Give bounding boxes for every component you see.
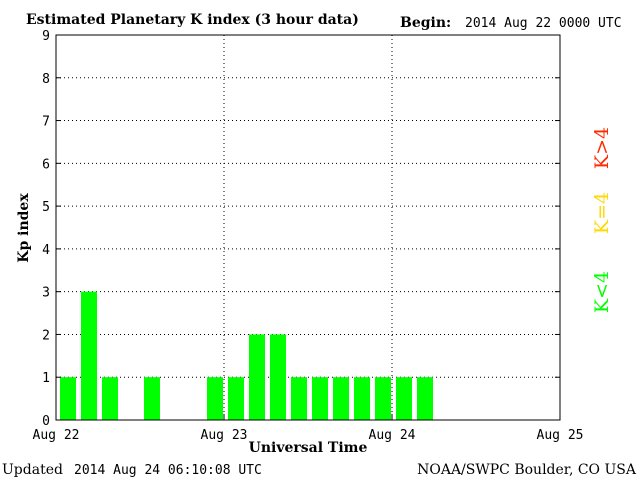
chart-title: Estimated Planetary K index (3 hour data… (26, 12, 359, 28)
legend-entry-k-below-4: K<4 (591, 271, 613, 313)
kp-bar (396, 377, 412, 420)
plot-frame (55, 34, 561, 421)
begin-label: Begin: (400, 15, 451, 31)
updated-value: 2014 Aug 24 06:10:08 UTC (74, 463, 262, 478)
legend: K<4 K=4 K>4 (591, 127, 613, 313)
kp-bar (207, 377, 223, 420)
kp-bar (354, 377, 370, 420)
y-tick-label: 0 (42, 414, 50, 429)
grid (56, 35, 560, 420)
y-tick-label: 9 (42, 29, 50, 44)
legend-entry-k-equal-4: K=4 (591, 192, 613, 234)
y-tick-label: 2 (42, 328, 50, 343)
y-tick-label: 3 (42, 286, 50, 301)
y-axis-label: Kp index (16, 193, 32, 263)
y-tick-label: 5 (42, 200, 50, 215)
y-tick-label: 4 (42, 243, 50, 258)
y-tick-label: 1 (42, 371, 50, 386)
legend-entry-k-above-4: K>4 (591, 127, 613, 169)
x-axis-ticks: Aug 22 Aug 23 Aug 24 Aug 25 (33, 414, 584, 443)
y-tick-label: 7 (42, 115, 50, 130)
kp-bar (312, 377, 328, 420)
kp-bar (144, 377, 160, 420)
kp-bar (81, 291, 97, 420)
y-tick-label: 8 (42, 72, 50, 87)
y-axis-ticks: 0 1 2 3 4 5 6 7 8 9 (42, 29, 560, 429)
kp-bar (291, 377, 307, 420)
kp-bar (333, 377, 349, 420)
kp-bar (102, 377, 118, 420)
y-tick-label: 6 (42, 157, 50, 172)
credit-text: NOAA/SWPC Boulder, CO USA (417, 462, 637, 478)
bars (60, 291, 433, 420)
kp-bar (249, 334, 265, 420)
x-axis-label: Universal Time (249, 440, 368, 456)
kp-bar (228, 377, 244, 420)
x-tick-label: Aug 22 (33, 428, 80, 443)
kp-bar (60, 377, 76, 420)
kp-bar (270, 334, 286, 420)
updated-label: Updated (2, 462, 63, 478)
begin-value: 2014 Aug 22 0000 UTC (465, 16, 622, 31)
x-tick-label: Aug 25 (537, 428, 584, 443)
x-tick-label: Aug 24 (369, 428, 416, 443)
x-tick-label: Aug 23 (201, 428, 248, 443)
kp-bar (375, 377, 391, 420)
kp-bar (417, 377, 433, 420)
